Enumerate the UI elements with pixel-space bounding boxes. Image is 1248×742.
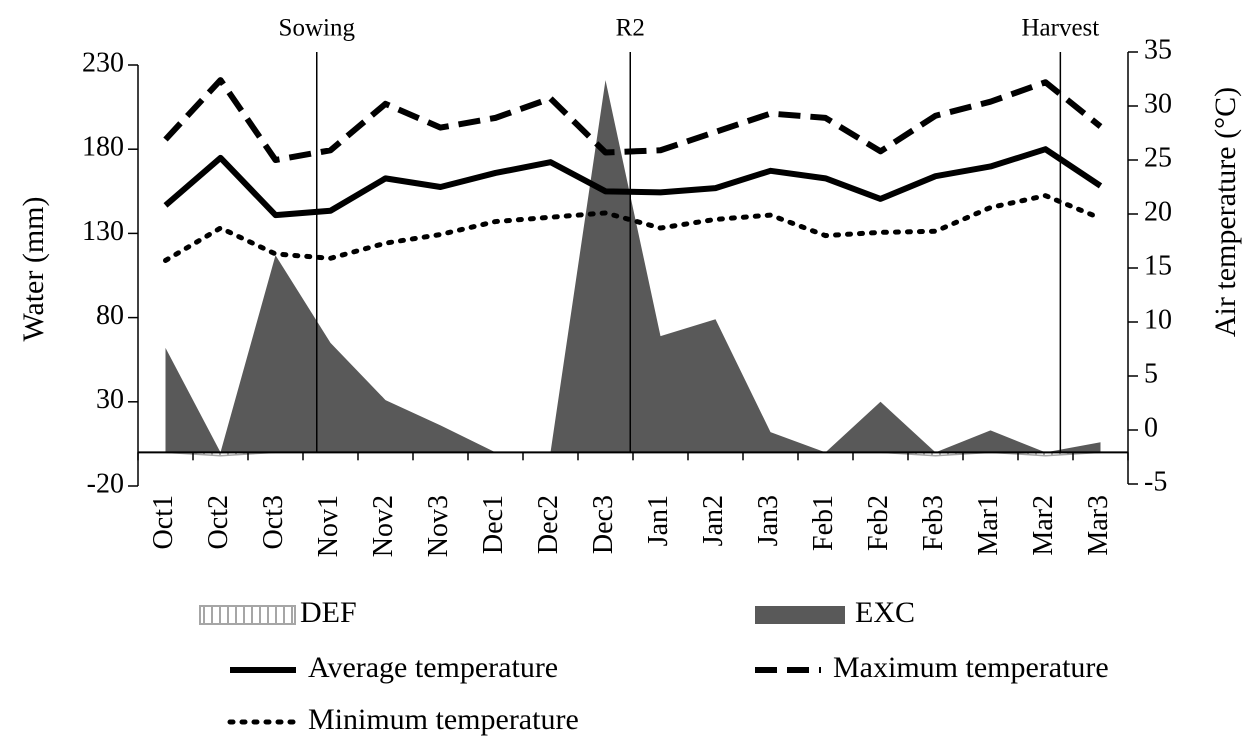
y2-tick-label: 20 — [1144, 196, 1172, 227]
legend-label: DEF — [300, 596, 357, 629]
y-tick-label: -20 — [87, 468, 124, 499]
x-tick-label: Feb1 — [808, 495, 839, 551]
x-tick-label: Jan3 — [753, 495, 784, 546]
y-axis-title: Water (mm) — [17, 196, 50, 341]
x-tick-label: Nov3 — [423, 495, 454, 557]
y2-tick-label: 25 — [1144, 142, 1172, 173]
x-tick-label: Mar2 — [1028, 495, 1059, 556]
x-tick-label: Feb3 — [918, 495, 949, 551]
y-tick-label: 130 — [82, 216, 124, 247]
y2-tick-label: 0 — [1144, 412, 1158, 443]
x-tick-label: Jan2 — [698, 495, 729, 546]
legend-label: Average temperature — [308, 651, 558, 684]
x-tick-label: Oct1 — [148, 495, 179, 549]
y2-tick-label: 5 — [1144, 358, 1158, 389]
line — [163, 146, 1103, 219]
y-tick-label: 230 — [82, 47, 124, 78]
x-tick-label: Oct3 — [258, 495, 289, 549]
legend-swatch — [755, 606, 845, 624]
area — [165, 80, 1101, 453]
y2-tick-label: -5 — [1144, 466, 1167, 497]
y2-tick-label: 30 — [1144, 88, 1172, 119]
y2-tick-label: 35 — [1144, 34, 1172, 65]
legend-label: EXC — [855, 596, 915, 629]
x-tick-label: Dec1 — [478, 495, 509, 554]
x-tick-label: Nov1 — [313, 495, 344, 557]
line — [163, 77, 1103, 163]
x-tick-label: Oct2 — [203, 495, 234, 549]
y-tick-label: 80 — [96, 300, 124, 331]
annotation: Harvest — [1021, 15, 1099, 42]
y-tick-label: 30 — [96, 384, 124, 415]
x-tick-label: Dec2 — [533, 495, 564, 554]
annotation: Sowing — [279, 15, 356, 42]
legend-label: Minimum temperature — [308, 703, 579, 736]
y2-axis-title: Air temperature (°C) — [1209, 87, 1242, 337]
x-tick-label: Mar3 — [1083, 495, 1114, 556]
legend-swatch — [199, 605, 296, 625]
y2-tick-label: 10 — [1144, 304, 1172, 335]
x-tick-label: Nov2 — [368, 495, 399, 557]
legend-label: Maximum temperature — [833, 651, 1109, 684]
line — [163, 193, 1103, 263]
y2-tick-label: 15 — [1144, 250, 1172, 281]
x-tick-label: Dec3 — [588, 495, 619, 554]
x-tick-label: Jan1 — [643, 495, 674, 546]
x-tick-label: Feb2 — [863, 495, 894, 551]
y-tick-label: 180 — [82, 132, 124, 163]
x-tick-label: Mar1 — [973, 495, 1004, 556]
annotation: R2 — [616, 15, 645, 42]
